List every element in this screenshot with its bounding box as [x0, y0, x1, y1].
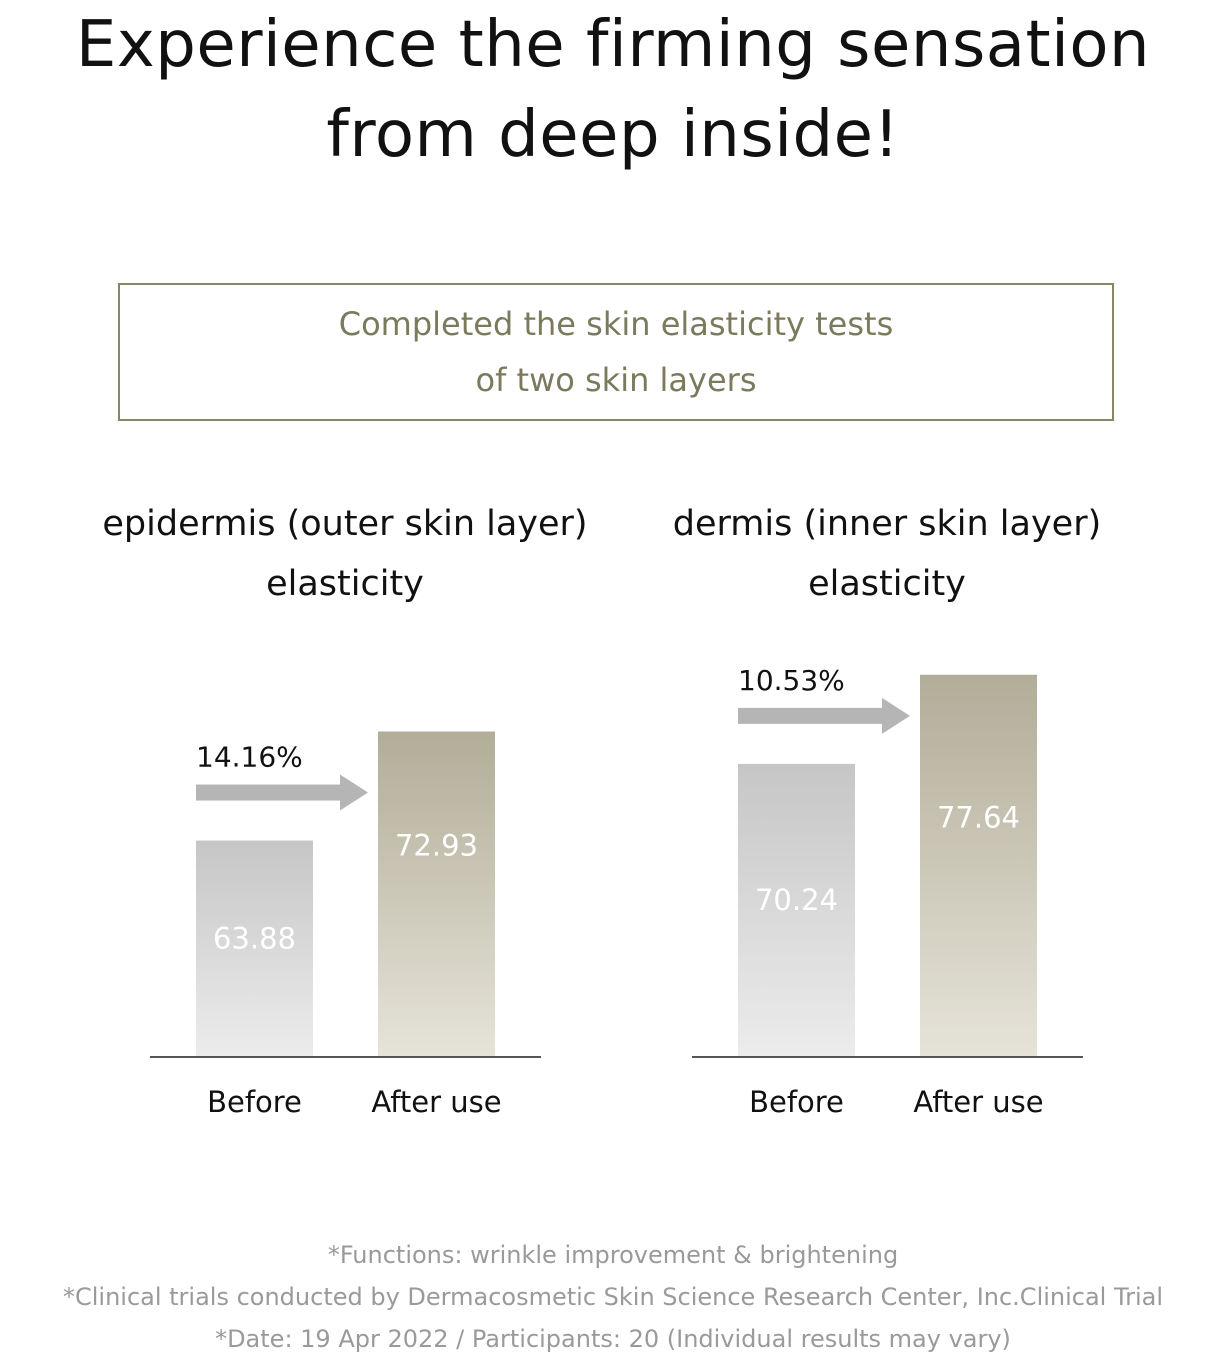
charts-canvas: 63.88 Before 72.93 After use 14.16% 70.24 Befo… [150, 664, 1083, 1119]
info-box-line-2: of two skin layers [475, 361, 757, 399]
headline-line-2: from deep inside! [326, 98, 900, 172]
chart-title-dermis: dermis (inner skin layer) elasticity [612, 494, 1162, 614]
chart-title-epidermis-line-2: elasticity [266, 564, 424, 604]
chart-title-dermis-line-1: dermis (inner skin layer) [672, 504, 1102, 544]
chart-title-dermis-line-2: elasticity [808, 564, 966, 604]
category-label-epidermis-before: Before [207, 1085, 302, 1119]
bar-epidermis-before [196, 840, 313, 1056]
footnote-date-participants: *Date: 19 Apr 2022 / Participants: 20 (I… [215, 1325, 1011, 1353]
bar-dermis-before [738, 763, 855, 1056]
arrow-head-dermis [882, 697, 910, 734]
footnote-clinical-trials: *Clinical trials conducted by Dermacosme… [62, 1283, 1164, 1311]
change-label-epidermis: 14.16% [196, 741, 303, 774]
arrow-head-epidermis [340, 774, 368, 811]
headline: Experience the firming sensation from de… [0, 0, 1226, 180]
arrow-shaft-dermis [738, 707, 882, 724]
chart-title-epidermis-line-1: epidermis (outer skin layer) [102, 504, 588, 544]
headline-line-1: Experience the firming sensation [75, 8, 1151, 82]
info-box: Completed the skin elasticity tests of t… [118, 283, 1114, 421]
category-label-epidermis-after: After use [371, 1085, 501, 1119]
footnotes: *Functions: wrinkle improvement & bright… [0, 1234, 1226, 1360]
change-label-dermis: 10.53% [738, 664, 845, 697]
value-label-epidermis-after: 72.93 [395, 829, 478, 863]
bar-epidermis-after [378, 731, 495, 1056]
value-label-dermis-after: 77.64 [937, 800, 1020, 834]
bar-dermis-after [920, 674, 1037, 1056]
arrow-shaft-epidermis [196, 784, 340, 801]
value-label-dermis-before: 70.24 [755, 883, 838, 917]
info-box-line-1: Completed the skin elasticity tests [338, 305, 894, 343]
category-label-dermis-after: After use [913, 1085, 1043, 1119]
footnote-functions: *Functions: wrinkle improvement & bright… [327, 1241, 899, 1269]
chart-title-epidermis: epidermis (outer skin layer) elasticity [70, 494, 620, 614]
category-label-dermis-before: Before [749, 1085, 844, 1119]
value-label-epidermis-before: 63.88 [213, 921, 296, 955]
